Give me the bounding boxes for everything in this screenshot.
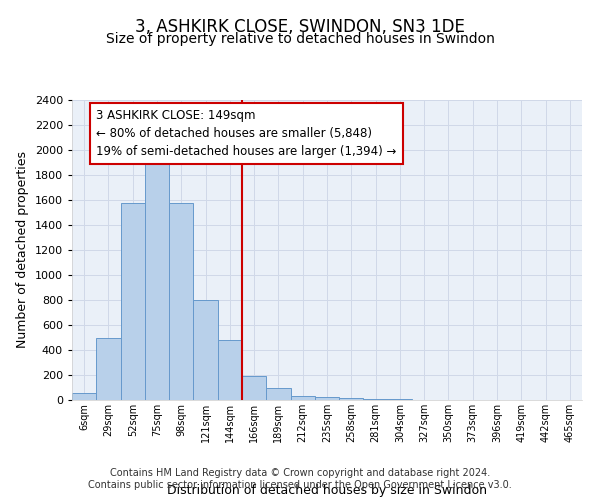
Bar <box>96 338 121 400</box>
Bar <box>242 376 266 400</box>
Bar <box>218 340 242 400</box>
Bar <box>145 156 169 400</box>
Text: 3, ASHKIRK CLOSE, SWINDON, SN3 1DE: 3, ASHKIRK CLOSE, SWINDON, SN3 1DE <box>135 18 465 36</box>
Bar <box>121 202 145 400</box>
Text: Size of property relative to detached houses in Swindon: Size of property relative to detached ho… <box>106 32 494 46</box>
Bar <box>364 399 388 400</box>
Text: 3 ASHKIRK CLOSE: 149sqm
← 80% of detached houses are smaller (5,848)
19% of semi: 3 ASHKIRK CLOSE: 149sqm ← 80% of detache… <box>96 109 397 158</box>
Bar <box>315 396 339 400</box>
Bar <box>290 396 315 400</box>
Bar <box>193 300 218 400</box>
Bar <box>266 388 290 400</box>
Bar <box>72 392 96 400</box>
X-axis label: Distribution of detached houses by size in Swindon: Distribution of detached houses by size … <box>167 484 487 497</box>
Y-axis label: Number of detached properties: Number of detached properties <box>16 152 29 348</box>
Text: Contains HM Land Registry data © Crown copyright and database right 2024.
Contai: Contains HM Land Registry data © Crown c… <box>88 468 512 490</box>
Bar <box>169 202 193 400</box>
Bar <box>339 398 364 400</box>
